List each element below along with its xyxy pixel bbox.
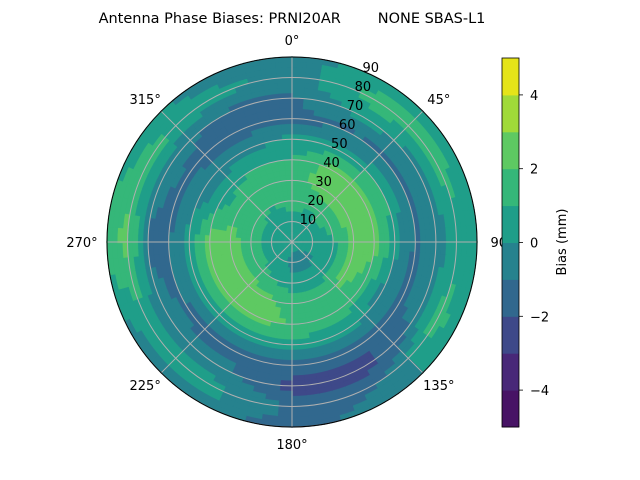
colorbar: −4 −2 0 2 4: [501, 57, 549, 428]
contour-cell: [373, 233, 380, 243]
contour-cell: [285, 174, 293, 181]
colorbar-segment: [502, 58, 519, 96]
colorbar-tick-label: 2: [530, 163, 538, 178]
polar-frame: [106, 56, 478, 428]
colorbar-segment: [502, 353, 519, 391]
contour-cell: [291, 308, 299, 315]
contour-cell: [283, 154, 293, 161]
colorbar-tick-label: −2: [530, 310, 549, 325]
contour-cell: [291, 313, 300, 320]
contour-cell: [284, 164, 293, 171]
contour-cell: [234, 241, 242, 248]
r-tick-labels: 10 20 30 40 50 60 70 80 90: [300, 61, 379, 228]
contour-cell: [291, 323, 301, 330]
r-tick-label: 90: [363, 61, 380, 76]
theta-tick-label: 270°: [66, 236, 97, 251]
contour-cell: [214, 241, 221, 250]
r-tick-label: 10: [300, 213, 317, 228]
colorbar-tick-label: 0: [530, 237, 538, 252]
colorbar-segment: [502, 316, 519, 354]
colorbar-segment: [502, 205, 519, 243]
contour-cell: [219, 241, 226, 249]
r-tick-label: 50: [331, 137, 348, 152]
contour-cell: [342, 236, 350, 243]
colorbar-segment: [502, 390, 519, 428]
colorbar-segment: [502, 131, 519, 170]
theta-tick-label: 315°: [130, 93, 161, 108]
contour-cell: [204, 241, 211, 251]
colorbar-tick-label: 4: [530, 89, 538, 104]
contour-cell: [291, 303, 299, 310]
polar-grid: [106, 56, 478, 428]
colorbar-segment: [502, 94, 519, 133]
r-tick-label: 70: [347, 99, 364, 114]
theta-tick-labels: 0°45°90°135°180°225°270°315°: [66, 34, 513, 453]
colorbar-label: Bias (mm): [555, 209, 570, 276]
contour-cell: [358, 235, 365, 243]
contour-fill: [106, 56, 478, 428]
chart-title: Antenna Phase Biases: PRNI20AR NONE SBAS…: [99, 11, 486, 27]
colorbar-tick-label: −4: [530, 384, 549, 399]
colorbar-segment: [502, 168, 519, 207]
r-tick-label: 20: [307, 194, 324, 209]
contour-cell: [286, 184, 293, 192]
theta-gridline: [160, 241, 293, 374]
theta-tick-label: 180°: [276, 438, 307, 453]
contour-cell: [363, 234, 370, 243]
theta-gridline: [291, 110, 424, 243]
r-tick-label: 60: [339, 118, 356, 133]
colorbar-segment: [502, 242, 519, 280]
contour-cell: [353, 235, 360, 243]
r-tick-label: 40: [323, 156, 340, 171]
r-tick-label: 80: [355, 80, 372, 95]
r-tick-label: 30: [315, 175, 332, 190]
contour-cell: [224, 241, 231, 249]
contour-cell: [291, 292, 298, 300]
theta-gridline: [291, 241, 424, 374]
theta-tick-label: 225°: [130, 379, 161, 394]
colorbar-segment: [502, 279, 519, 317]
theta-tick-label: 0°: [285, 34, 300, 49]
contour-cell: [285, 169, 293, 176]
theta-tick-label: 45°: [427, 93, 450, 108]
theta-tick-label: 135°: [423, 379, 454, 394]
theta-gridline: [160, 110, 293, 243]
